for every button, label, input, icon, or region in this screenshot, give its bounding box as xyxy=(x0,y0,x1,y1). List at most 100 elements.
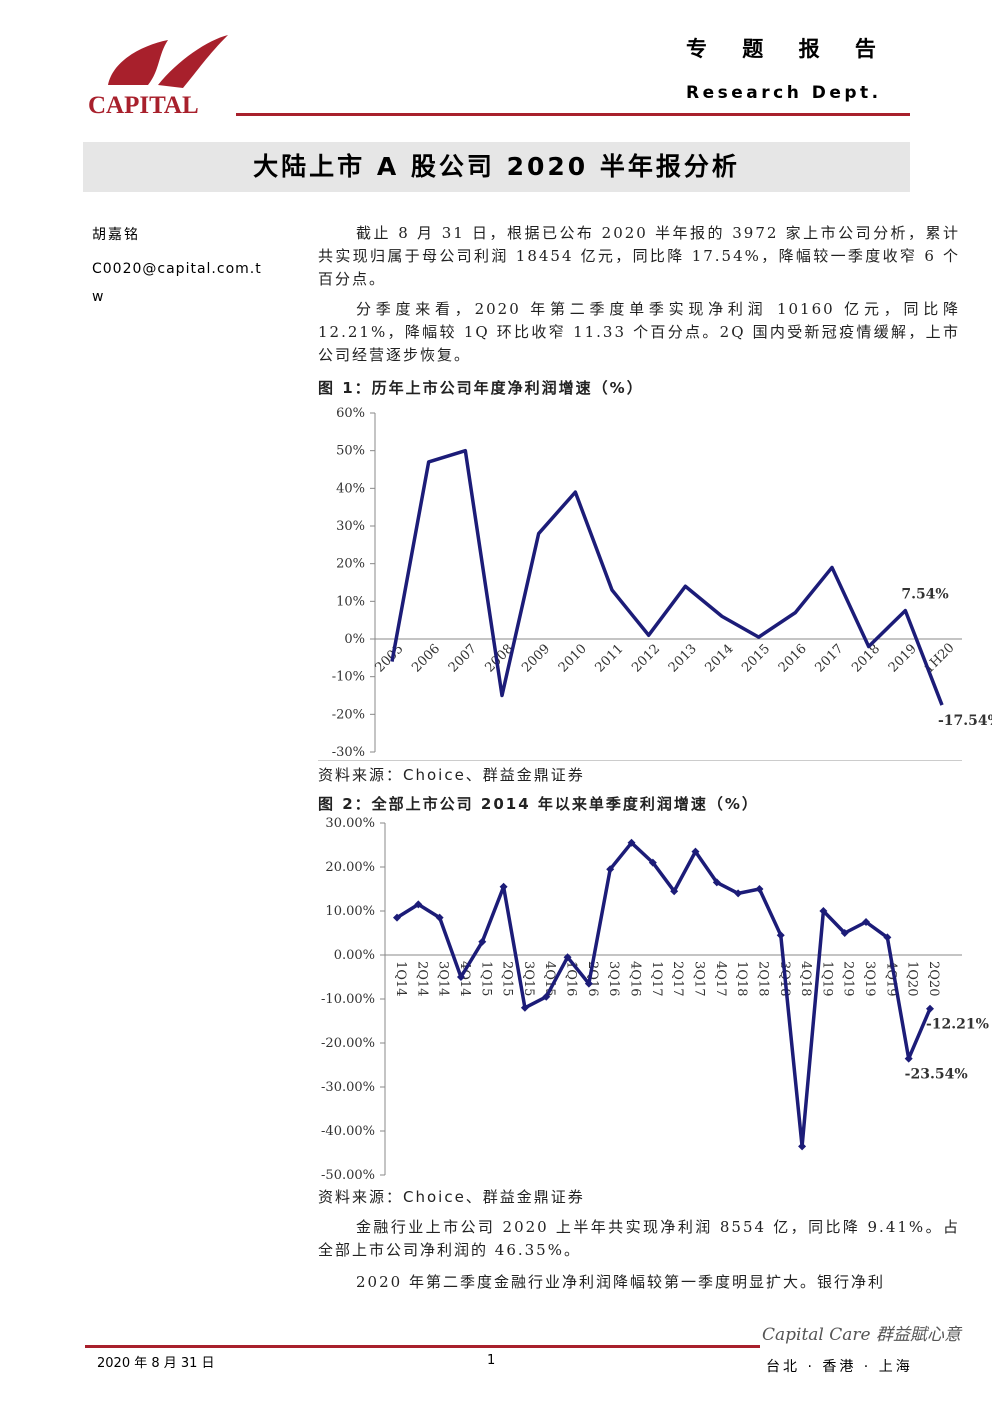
header-rule xyxy=(236,113,910,116)
x-tick-label: 4Q16 xyxy=(628,961,643,996)
marker xyxy=(606,865,615,874)
source: 资料来源：Choice、群益金鼎证券 xyxy=(318,1188,585,1206)
y-tick-label: -20% xyxy=(332,707,365,722)
x-tick-label: 1Q19 xyxy=(819,961,834,996)
x-tick-label: 3Q15 xyxy=(521,961,536,996)
marker xyxy=(393,913,401,922)
x-tick-label: 2Q16 xyxy=(585,961,600,996)
x-tick-label: 2005 xyxy=(373,642,407,676)
x-tick-label: 4Q14 xyxy=(457,961,472,996)
x-tick-label: 1Q14 xyxy=(393,961,408,996)
source: 资料来源：Choice、群益金鼎证券 xyxy=(318,766,585,784)
y-tick-label: -10.00% xyxy=(321,992,375,1007)
x-tick-label: 2Q20 xyxy=(926,961,941,996)
y-tick-label: -40.00% xyxy=(321,1124,375,1139)
chart-title: 图 2：全部上市公司 2014 年以来单季度利润增速（%） xyxy=(318,795,759,813)
x-tick-label: 3Q17 xyxy=(691,961,706,996)
x-tick-label: 2012 xyxy=(629,642,663,676)
x-tick-label: 3Q16 xyxy=(606,961,621,996)
x-tick-label: 2009 xyxy=(519,642,553,676)
x-tick-label: 1Q15 xyxy=(478,961,493,996)
report-type: 专 题 报 告 xyxy=(686,37,890,61)
marker xyxy=(840,929,849,937)
x-tick-label: 2013 xyxy=(666,642,700,676)
report-title: 大陆上市 A 股公司 2020 半年报分析 xyxy=(83,142,910,192)
y-tick-label: 0.00% xyxy=(334,948,375,963)
x-tick-label: 2006 xyxy=(409,642,443,676)
footer-brand: Capital Care 群益賦心意 xyxy=(762,1325,962,1345)
marker xyxy=(542,992,551,1001)
paragraph: 2020 年第二季度金融行业净利润降幅较第一季度明显扩大。银行净利 xyxy=(356,1273,885,1291)
y-tick-label: 20% xyxy=(336,557,365,572)
value-label: -12.21% xyxy=(926,1017,989,1033)
marker xyxy=(520,1003,529,1012)
y-tick-label: 50% xyxy=(336,444,365,459)
marker xyxy=(883,933,892,942)
marker xyxy=(904,1054,913,1063)
paragraph: 金融行业上市公司 2020 上半年共实现净利润 8554 亿，同比降 9.41%… xyxy=(318,1218,960,1259)
value-label: -17.54% xyxy=(938,713,992,729)
x-tick-label: 1Q17 xyxy=(649,961,664,996)
marker xyxy=(478,937,487,946)
marker xyxy=(712,878,721,887)
y-tick-label: 40% xyxy=(336,481,365,496)
marker xyxy=(456,973,465,981)
x-tick-label: 2017 xyxy=(813,642,847,676)
y-tick-label: 30.00% xyxy=(325,816,375,831)
marker xyxy=(648,858,657,867)
y-tick-label: 0% xyxy=(344,632,365,647)
logo: CAPITAL xyxy=(88,35,228,119)
x-tick-label: 2018 xyxy=(849,642,883,676)
x-tick-label: 4Q17 xyxy=(713,961,728,996)
logo-text: CAPITAL xyxy=(88,92,199,119)
marker xyxy=(798,1142,807,1151)
footer-date: 2020 年 8 月 31 日 xyxy=(97,1356,215,1371)
x-tick-label: 2015 xyxy=(739,642,773,676)
chart-title: 图 1：历年上市公司年度净利润增速（%） xyxy=(318,379,644,397)
y-tick-label: 30% xyxy=(336,519,365,534)
x-tick-label: 3Q14 xyxy=(436,961,451,996)
x-tick-label: 1Q16 xyxy=(564,961,579,996)
x-tick-label: 2011 xyxy=(593,642,627,676)
y-tick-label: 10% xyxy=(336,594,365,609)
x-tick-label: 2Q17 xyxy=(670,961,685,996)
marker xyxy=(414,900,423,909)
marker xyxy=(670,887,679,896)
y-tick-label: 20.00% xyxy=(325,860,375,875)
marker xyxy=(584,979,593,988)
marker xyxy=(691,847,700,856)
x-tick-label: 2Q15 xyxy=(500,961,515,996)
x-tick-label: 2019 xyxy=(886,642,920,676)
chart-rule xyxy=(318,760,962,761)
x-tick-label: 2007 xyxy=(446,642,480,676)
dept: Research Dept. xyxy=(686,83,882,103)
marker xyxy=(926,1004,934,1013)
footer-rule xyxy=(85,1345,760,1348)
y-tick-label: 10.00% xyxy=(325,904,375,919)
x-tick-label: 1H20 xyxy=(921,640,957,676)
y-tick-label: -20.00% xyxy=(321,1036,375,1051)
series-line xyxy=(390,448,944,706)
value-label: -23.54% xyxy=(905,1067,968,1083)
value-label: 7.54% xyxy=(901,587,948,603)
x-tick-label: 3Q19 xyxy=(862,961,877,996)
y-tick-label: -30.00% xyxy=(321,1080,375,1095)
x-tick-label: 2Q18 xyxy=(755,961,770,996)
footer-cities: 台北 · 香港 · 上海 xyxy=(766,1359,913,1375)
author-email: C0020@capital.com.tw xyxy=(92,261,262,305)
marker xyxy=(819,907,828,915)
paragraph: 截止 8 月 31 日，根据已公布 2020 半年报的 3972 家上市公司分析… xyxy=(318,224,960,288)
x-tick-label: 2016 xyxy=(776,642,810,676)
y-tick-label: -30% xyxy=(332,745,365,760)
author-name: 胡嘉铭 xyxy=(92,227,140,243)
x-tick-label: 2010 xyxy=(556,642,590,676)
y-tick-label: -50.00% xyxy=(321,1168,375,1183)
marker xyxy=(734,889,743,898)
marker xyxy=(862,918,871,926)
x-tick-label: 4Q18 xyxy=(798,961,813,996)
x-tick-label: 1Q20 xyxy=(905,961,920,996)
marker xyxy=(627,838,636,847)
marker xyxy=(435,913,444,922)
